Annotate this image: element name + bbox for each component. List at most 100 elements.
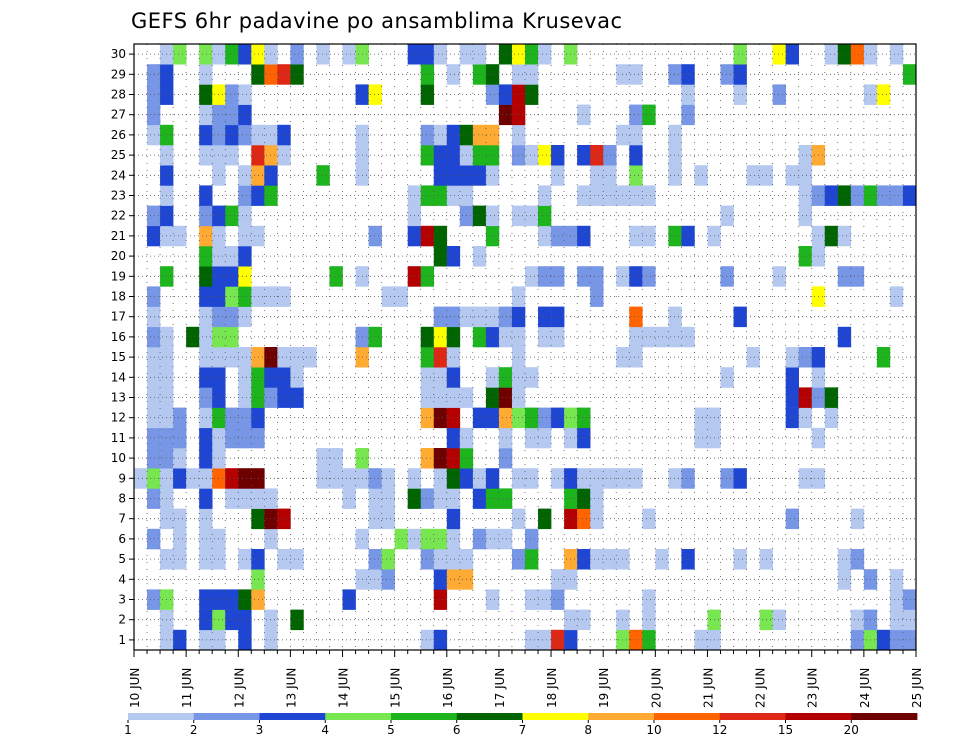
y-tick-label: 7 [118,512,126,526]
precip-cell [603,185,617,206]
precip-cell [798,468,813,489]
y-tick-label: 24 [111,168,126,182]
y-tick-label: 19 [111,269,126,283]
precip-cell [485,528,500,550]
precip-cell [629,64,643,85]
precip-cell [368,326,382,348]
precip-cell [498,427,513,449]
precip-cell [577,185,591,206]
precip-cell [147,84,161,105]
x-tick-label: 21 JUN [701,668,715,708]
precip-cell [251,64,265,85]
precip-cell [577,549,591,570]
precip-cell [837,185,852,206]
precip-cell [538,185,552,206]
precip-cell [525,44,539,65]
precip-cell [798,407,813,429]
precip-cell [446,427,461,449]
precip-cell [433,629,448,651]
precip-cell [824,387,839,408]
precip-cell [733,64,747,85]
precip-cell [785,44,799,65]
precip-cell [433,347,448,368]
colorbar-swatch [654,713,721,720]
precip-cell [720,64,734,85]
precip-cell [433,528,448,550]
precip-cell [433,165,448,186]
precip-cell [681,468,695,489]
precip-cell [876,347,891,368]
colorbar-swatch [325,713,392,720]
precip-cell [368,508,382,530]
precip-cell [603,145,617,166]
precip-cell [538,427,552,449]
x-tick-label: 12 JUN [232,668,246,708]
colorbar-swatch [719,713,786,720]
precip-cell [498,306,513,328]
precip-cell [889,629,904,651]
precip-cell [251,185,265,206]
precip-cell [485,468,500,489]
precip-cell [485,145,500,166]
precip-cell [694,165,708,186]
colorbar-label: 1 [124,723,132,737]
precip-cell [889,589,904,610]
precip-cell [485,488,500,509]
precip-cell [681,549,695,570]
precip-cell [342,589,356,610]
y-tick-label: 25 [111,148,126,162]
precip-cell [394,528,408,550]
precip-cell [590,286,604,307]
precip-cell [694,407,708,429]
precip-cell [199,629,213,651]
precip-cell [199,508,213,530]
precip-cell [498,528,513,550]
precip-cell [199,407,213,429]
precip-cell [147,124,161,146]
precip-cell [694,427,708,449]
precip-cell [551,629,565,651]
y-tick-label: 2 [118,613,126,627]
precip-cell [277,549,291,570]
colorbar-swatch [522,713,589,720]
precip-cell [251,508,265,530]
precip-cell [251,286,265,307]
precip-cell [225,347,239,368]
precip-cell [525,427,539,449]
precip-cell [433,246,448,267]
precip-cell [446,407,461,429]
precip-cell [186,326,200,348]
precip-cell [772,266,786,287]
precip-cell [147,347,161,368]
precip-cell [538,407,552,429]
precip-cell [251,427,265,449]
precip-cell [772,84,786,105]
colorbar-swatch [456,713,523,720]
precip-cell [551,589,565,610]
precip-cell [446,124,461,146]
precip-cell [199,205,213,227]
precip-cell [238,306,252,328]
precip-cell [785,407,799,429]
y-tick-label: 23 [111,189,126,203]
precip-cell [251,44,265,65]
colorbar-label: 3 [256,723,264,737]
precip-cell [538,629,552,651]
colorbar-legend: 1 2 3 4 5 6 7 8 10 12 15 20 [124,713,918,737]
precip-cell [720,468,734,489]
colorbar-label: 2 [190,723,198,737]
precip-cell [251,225,265,247]
precip-cell [785,508,799,530]
precip-cell [551,326,565,348]
y-tick-label: 12 [111,411,126,425]
precip-cell [368,549,382,570]
precip-cell [173,44,187,65]
precip-cell [446,468,461,489]
precip-cell [420,629,435,651]
precip-cell [485,407,500,429]
precip-cell [446,246,461,267]
precip-cell [902,185,917,206]
precip-cell [603,468,617,489]
precip-cell [446,528,461,550]
precip-cell [238,266,252,287]
